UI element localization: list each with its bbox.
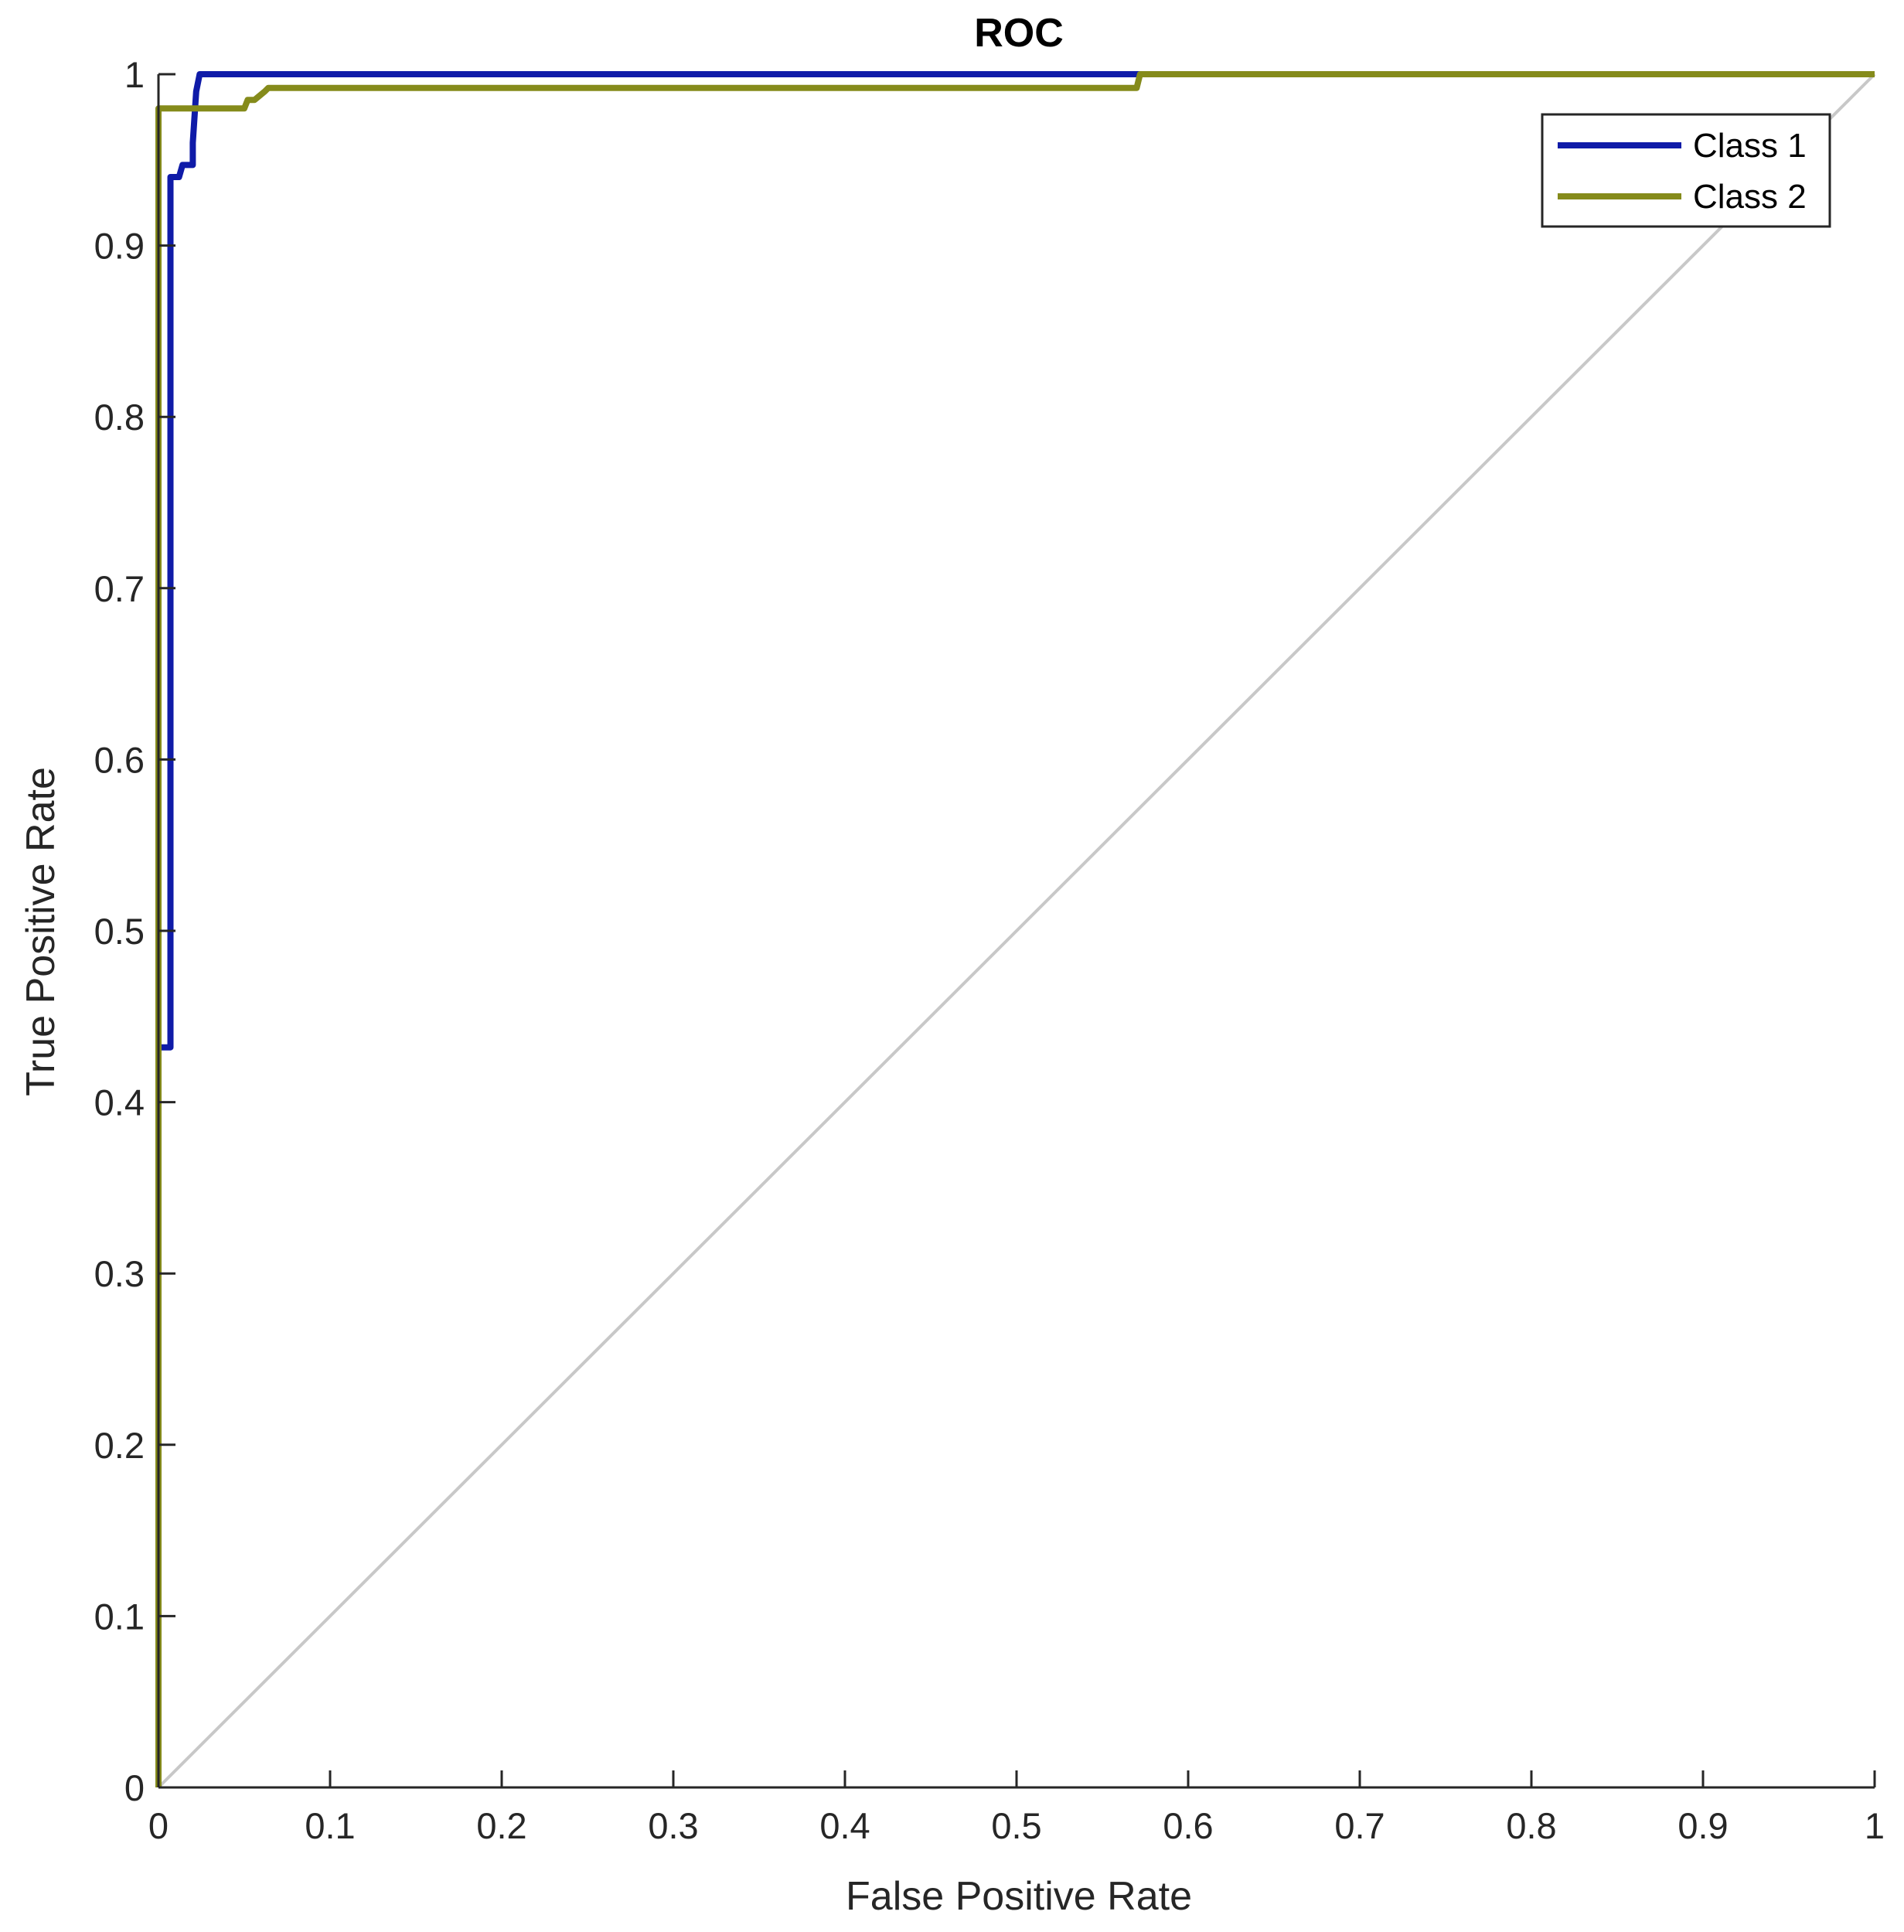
x-tick-label: 0.8	[1506, 1805, 1556, 1846]
y-tick-label: 1	[124, 54, 145, 95]
x-tick-label: 1	[1865, 1805, 1885, 1846]
y-tick-label: 0.1	[94, 1596, 145, 1637]
x-tick-label: 0.3	[648, 1805, 698, 1846]
y-tick-label: 0.4	[94, 1082, 145, 1123]
x-tick-label: 0.9	[1677, 1805, 1728, 1846]
legend-label-class-1: Class 1	[1693, 127, 1807, 165]
y-tick-label: 0.7	[94, 568, 145, 609]
x-tick-label: 0.2	[476, 1805, 526, 1846]
legend-label-class-2: Class 2	[1693, 178, 1807, 216]
x-tick-label: 0.5	[991, 1805, 1041, 1846]
chart-title: ROC	[974, 11, 1064, 56]
x-tick-label: 0.6	[1163, 1805, 1213, 1846]
x-tick-label: 0.4	[819, 1805, 870, 1846]
series-line-class-1	[155, 71, 1875, 1787]
x-tick-label: 0.7	[1334, 1805, 1385, 1846]
axes-layer: 0 0.1 0.2 0.3 0.4 0.5 0.6 0.7 0.8 0.9 1 0 0.1 0.2 0.3 0…	[94, 54, 1885, 1846]
x-tick-label: 0.1	[305, 1805, 355, 1846]
x-tick-label: 0	[148, 1805, 169, 1846]
reference-line-layer	[157, 73, 1876, 1789]
y-tick-label: 0.6	[94, 739, 145, 780]
y-tick-label: 0.9	[94, 226, 145, 267]
legend-box	[1541, 113, 1831, 228]
legend: Class 1 Class 2	[1541, 113, 1831, 228]
y-tick-label: 0	[124, 1767, 145, 1808]
x-axis-label: False Positive Rate	[846, 1874, 1192, 1919]
y-tick-label: 0.2	[94, 1425, 145, 1466]
y-axis-label: True Positive Rate	[19, 767, 63, 1096]
y-tick-label: 0.8	[94, 397, 145, 438]
y-tick-label: 0.3	[94, 1253, 145, 1294]
reference-diagonal-line	[157, 73, 1876, 1789]
y-tick-label: 0.5	[94, 911, 145, 952]
